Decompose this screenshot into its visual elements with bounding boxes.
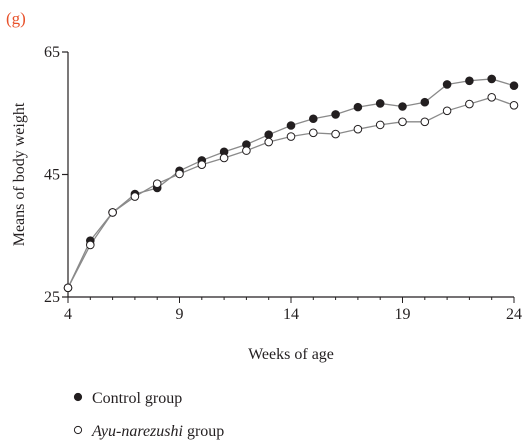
data-point-ayu-narezushi <box>152 179 162 188</box>
data-point-control <box>375 99 385 108</box>
data-point-ayu-narezushi <box>420 117 430 127</box>
data-point-ayu-narezushi <box>242 146 251 155</box>
legend-item-ayu-narezushi: Ayu-narezushi group <box>73 423 224 440</box>
legend-item-control: Control group <box>73 390 182 407</box>
data-point-control <box>465 76 474 86</box>
data-point-ayu-narezushi <box>108 208 117 217</box>
data-point-ayu-narezushi <box>197 160 207 169</box>
data-point-ayu-narezushi <box>509 100 519 110</box>
data-point-ayu-narezushi <box>130 192 140 201</box>
panel-label: (g) <box>6 9 26 28</box>
data-point-ayu-narezushi <box>309 128 318 138</box>
y-tick-label: 45 <box>44 167 60 184</box>
data-point-control <box>286 121 296 130</box>
data-point-control <box>398 102 407 111</box>
y-axis-title: Means of body weight <box>11 102 28 246</box>
data-point-ayu-narezushi <box>63 283 73 293</box>
y-tick-label: 25 <box>44 289 60 306</box>
data-point-ayu-narezushi <box>219 153 229 163</box>
data-point-control <box>264 130 274 139</box>
legend: Control group Ayu-narezushi group <box>73 390 224 440</box>
legend-marker-control <box>73 392 83 402</box>
data-point-ayu-narezushi <box>375 120 385 130</box>
x-tick-label: 24 <box>506 306 522 323</box>
x-ticks: 4 9 14 19 24 <box>64 297 522 323</box>
x-tick-label: 19 <box>395 306 411 323</box>
data-point-ayu-narezushi <box>442 106 452 116</box>
data-point-ayu-narezushi <box>487 93 497 102</box>
data-point-ayu-narezushi <box>175 169 184 179</box>
data-point-control <box>309 114 318 124</box>
data-point-control <box>353 102 363 112</box>
data-point-ayu-narezushi <box>264 137 274 147</box>
data-point-ayu-narezushi <box>286 132 296 141</box>
data-point-control <box>487 74 497 84</box>
data-point-control <box>420 97 430 107</box>
data-point-ayu-narezushi <box>353 124 363 134</box>
legend-label-ayu-narezushi: Ayu-narezushi group <box>91 423 224 440</box>
data-point-control <box>331 110 340 119</box>
data-point-ayu-narezushi <box>465 99 474 109</box>
x-axis-title: Weeks of age <box>248 346 334 363</box>
data-point-control <box>509 81 519 90</box>
y-tick-label: 65 <box>44 44 60 61</box>
data-point-control <box>442 80 452 89</box>
y-ticks: 25 45 65 <box>44 44 68 306</box>
legend-label-ayu-suffix: group <box>183 423 224 440</box>
legend-label-ayu-italic: Ayu-narezushi <box>91 423 183 440</box>
x-tick-label: 14 <box>283 306 299 323</box>
series-layer <box>63 74 519 293</box>
legend-label-control: Control group <box>92 390 182 407</box>
data-point-ayu-narezushi <box>331 129 340 139</box>
x-tick-label: 9 <box>176 306 184 323</box>
x-tick-label: 4 <box>64 306 72 323</box>
data-point-ayu-narezushi <box>86 240 95 250</box>
legend-marker-ayu-narezushi <box>73 425 83 435</box>
data-point-ayu-narezushi <box>398 117 407 127</box>
